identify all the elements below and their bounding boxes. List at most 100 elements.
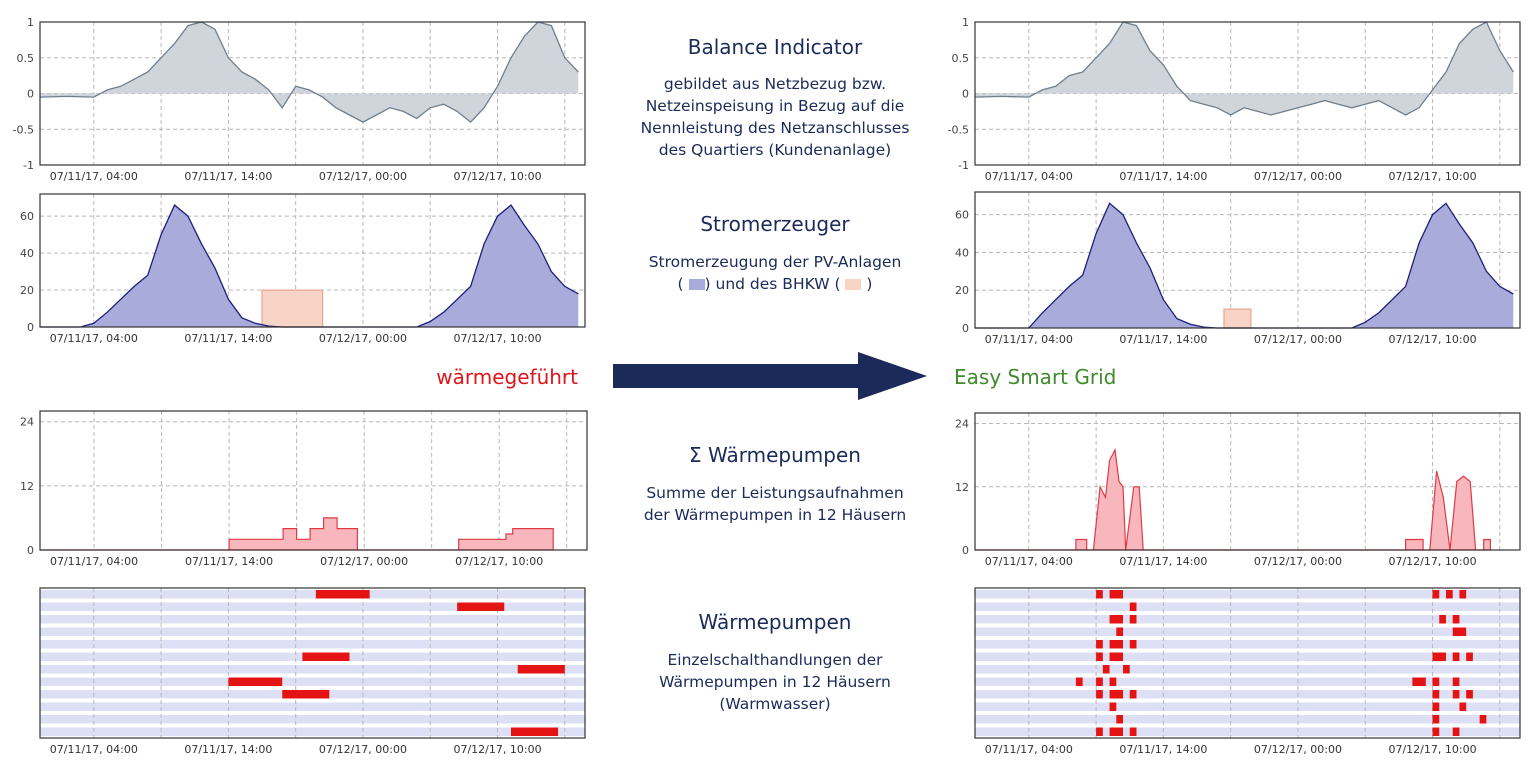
row-stripe — [40, 627, 585, 636]
x-tick-label: 07/12/17, 00:00 — [319, 170, 407, 183]
switching-block — [1129, 615, 1137, 624]
x-tick-label: 07/12/17, 00:00 — [1254, 333, 1342, 346]
y-tick-label: 20 — [955, 284, 969, 297]
y-tick-label: 0 — [27, 88, 34, 101]
row-stripe — [975, 665, 1520, 674]
switching-block — [517, 665, 565, 674]
chart-panel-stromerzeuger-waermegefuehrt: 0 20 40 60 07/11/17, 04:00 07/11/17, 14:00 07/… — [20, 193, 586, 345]
y-tick-label: 1 — [27, 16, 34, 29]
x-tick-label: 07/11/17, 04:00 — [985, 555, 1073, 568]
switching-block — [1109, 640, 1124, 649]
switching-block — [1116, 627, 1124, 636]
waermepumpen-title: Wärmepumpen — [698, 610, 852, 634]
sum-waermepumpen-description: Summe der Leistungsaufnahmen der Wärmepu… — [590, 482, 960, 526]
balance-description: gebildet aus Netzbezug bzw. Netzeinspeis… — [590, 73, 960, 161]
x-tick-label: 07/11/17, 14:00 — [184, 332, 272, 345]
y-tick-label: 40 — [955, 246, 969, 259]
stromerzeuger-legend-line: ( ) und des BHKW ( ) — [590, 273, 960, 295]
pv-legend-swatch — [688, 279, 705, 290]
y-tick-label: 0 — [962, 322, 969, 335]
row-stripe — [975, 702, 1520, 711]
y-tick-label: 1 — [962, 16, 969, 29]
y-tick-label: 24 — [20, 416, 34, 429]
chart-panel-waermepumpen-waermegefuehrt: 07/11/17, 04:00 07/11/17, 14:00 07/12/17, … — [39, 587, 586, 756]
y-tick-label: 0.5 — [952, 52, 970, 65]
x-tick-label: 07/12/17, 10:00 — [1388, 555, 1476, 568]
y-tick-label: 40 — [20, 247, 34, 260]
switching-block — [1109, 677, 1117, 686]
x-tick-label: 07/12/17, 00:00 — [319, 743, 407, 756]
x-tick-label: 07/11/17, 04:00 — [50, 743, 138, 756]
switching-block — [1109, 690, 1124, 699]
x-tick-label: 07/12/17, 10:00 — [453, 743, 541, 756]
switching-block — [1479, 715, 1487, 724]
switching-block — [1075, 677, 1083, 686]
plot-frame — [39, 21, 586, 166]
y-tick-label: 0 — [962, 544, 969, 557]
x-tick-label: 07/11/17, 14:00 — [184, 743, 272, 756]
row-stripe — [975, 677, 1520, 686]
switching-block — [1452, 652, 1460, 661]
x-tick-label: 07/12/17, 10:00 — [1388, 743, 1476, 756]
plot-frame — [39, 410, 588, 551]
wp-desc-line: (Warmwasser) — [719, 695, 831, 713]
switching-block — [1129, 640, 1137, 649]
sum-waermepumpen-title: Σ Wärmepumpen — [689, 443, 861, 467]
x-tick-label: 07/12/17, 00:00 — [1254, 170, 1342, 183]
x-tick-label: 07/12/17, 10:00 — [1388, 333, 1476, 346]
row-stripe — [975, 652, 1520, 661]
sum-desc-line: Summe der Leistungsaufnahmen — [646, 484, 904, 502]
x-tick-label: 07/11/17, 04:00 — [985, 333, 1073, 346]
y-tick-label: 12 — [20, 480, 34, 493]
row-stripe — [975, 690, 1520, 699]
chart-panel-summe-waermepumpen-easy-smart-grid: 0 12 24 07/11/17, 04:00 07/11/17, 14:00 07/12… — [955, 412, 1521, 568]
x-tick-label: 07/11/17, 14:00 — [1119, 170, 1207, 183]
stromerzeuger-desc-line: Stromerzeugung der PV-Anlagen — [648, 253, 902, 271]
row-stripe — [40, 727, 585, 736]
balance-area — [975, 22, 1514, 115]
switching-block — [1459, 702, 1467, 711]
row-stripe — [40, 715, 585, 724]
legend-paren: ) — [866, 275, 873, 293]
y-tick-label: 24 — [955, 418, 969, 431]
y-tick-label: -0.5 — [948, 123, 969, 136]
chart-panel-stromerzeuger-easy-smart-grid: 0 20 40 60 07/11/17, 04:00 07/11/17, 14:00 07/… — [955, 191, 1521, 346]
wp-desc-line: Einzelschalthandlungen der — [667, 651, 883, 669]
switching-block — [510, 727, 559, 736]
switching-block — [1096, 590, 1103, 599]
row-stripe — [40, 590, 585, 599]
switching-block — [457, 602, 505, 611]
row-stripe — [975, 615, 1520, 624]
x-tick-label: 07/12/17, 10:00 — [1388, 170, 1476, 183]
switching-block — [1096, 727, 1103, 736]
x-tick-label: 07/11/17, 14:00 — [1119, 743, 1207, 756]
switching-block — [1439, 615, 1446, 624]
switching-block — [1412, 677, 1426, 686]
x-tick-label: 07/11/17, 04:00 — [50, 332, 138, 345]
switching-block — [1432, 677, 1440, 686]
x-tick-label: 07/11/17, 04:00 — [985, 743, 1073, 756]
y-tick-label: 12 — [955, 481, 969, 494]
arrow-right-icon — [613, 352, 927, 400]
y-tick-label: -1 — [23, 159, 34, 172]
switching-block — [1096, 677, 1103, 686]
x-tick-label: 07/12/17, 00:00 — [1254, 555, 1342, 568]
chart-panel-balance-easy-smart-grid: -1 -0.5 0 0.5 1 07/11/17, 04:00 07/11/17, 14:0… — [948, 16, 1521, 183]
switching-block — [1466, 690, 1473, 699]
waermepumpen-sum-area — [40, 517, 554, 551]
mode-label-easy-smart-grid: Easy Smart Grid — [954, 365, 1117, 389]
pv-line — [975, 202, 1514, 329]
x-tick-label: 07/11/17, 04:00 — [50, 170, 138, 183]
switching-block — [1102, 665, 1110, 674]
switching-block — [1109, 590, 1124, 599]
balance-desc-line: Nennleistung des Netzanschlusses — [640, 119, 910, 137]
x-tick-label: 07/11/17, 14:00 — [1119, 333, 1207, 346]
balance-line — [39, 21, 579, 123]
x-tick-label: 07/12/17, 00:00 — [319, 332, 407, 345]
balance-desc-line: gebildet aus Netzbezug bzw. — [663, 75, 887, 93]
chart-panel-balance-waermegefuehrt: -1 -0.5 0 0.5 1 07/11/17, 04:00 07/11/17, 14:0… — [13, 16, 586, 183]
switching-block — [1096, 690, 1103, 699]
y-tick-label: 0 — [27, 544, 34, 557]
x-tick-label: 07/11/17, 14:00 — [185, 555, 273, 568]
